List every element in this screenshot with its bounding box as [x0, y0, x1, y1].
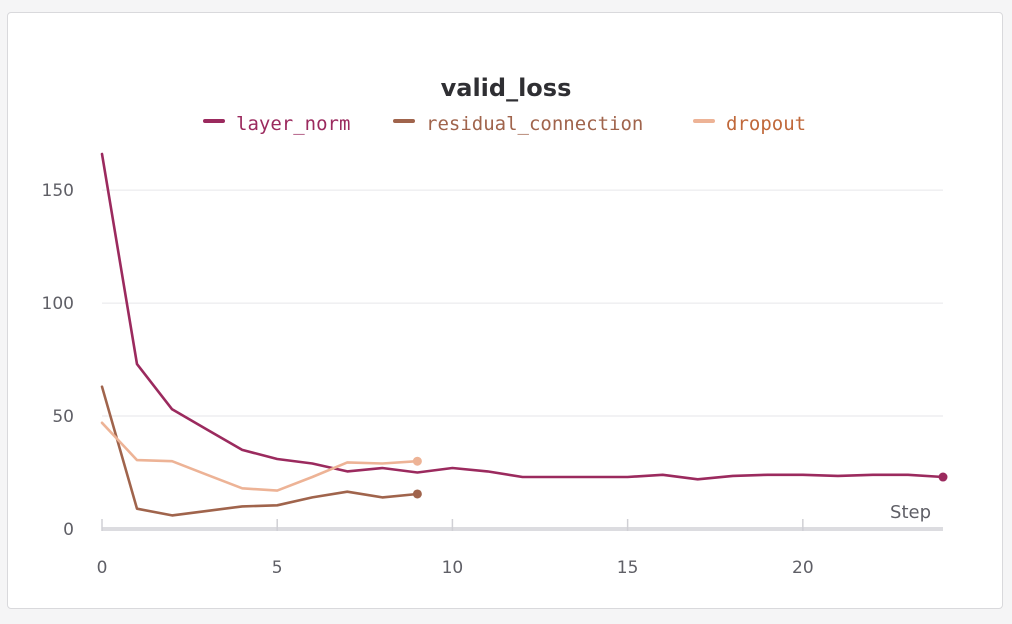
x-tick-label: 20 [792, 558, 814, 578]
axes: 0 50 100 150 0 5 10 15 20 [42, 181, 943, 578]
legend-label: layer_norm [236, 113, 350, 135]
y-tick-label: 150 [42, 181, 74, 201]
series-layer [100, 152, 948, 517]
series-line-dropout [100, 421, 419, 492]
x-tick-label: 5 [272, 558, 283, 578]
chart-panel [7, 12, 1003, 609]
legend-item-dropout[interactable]: dropout [693, 113, 806, 135]
legend-item-layer_norm[interactable]: layer_norm [203, 113, 350, 135]
y-tick-label: 100 [42, 294, 74, 314]
series-end-point-residual_connection [412, 489, 422, 499]
series-line-layer_norm [100, 152, 945, 481]
legend: layer_norm residual_connection dropout [203, 113, 806, 135]
x-tick-label: 10 [442, 558, 464, 578]
y-tick-label: 50 [52, 407, 74, 427]
legend-label: dropout [726, 113, 806, 135]
x-tick-label: 0 [97, 558, 108, 578]
x-tick-label: 15 [617, 558, 639, 578]
series-end-point-dropout [412, 456, 422, 466]
grid [102, 189, 943, 417]
legend-label: residual_connection [426, 113, 643, 135]
series-end-point-layer_norm [938, 472, 948, 482]
series-line-residual_connection [100, 385, 419, 517]
chart-title: valid_loss [441, 74, 572, 102]
legend-item-residual_connection[interactable]: residual_connection [393, 113, 643, 135]
y-tick-label: 0 [63, 520, 74, 540]
x-axis-title: Step [890, 502, 931, 523]
